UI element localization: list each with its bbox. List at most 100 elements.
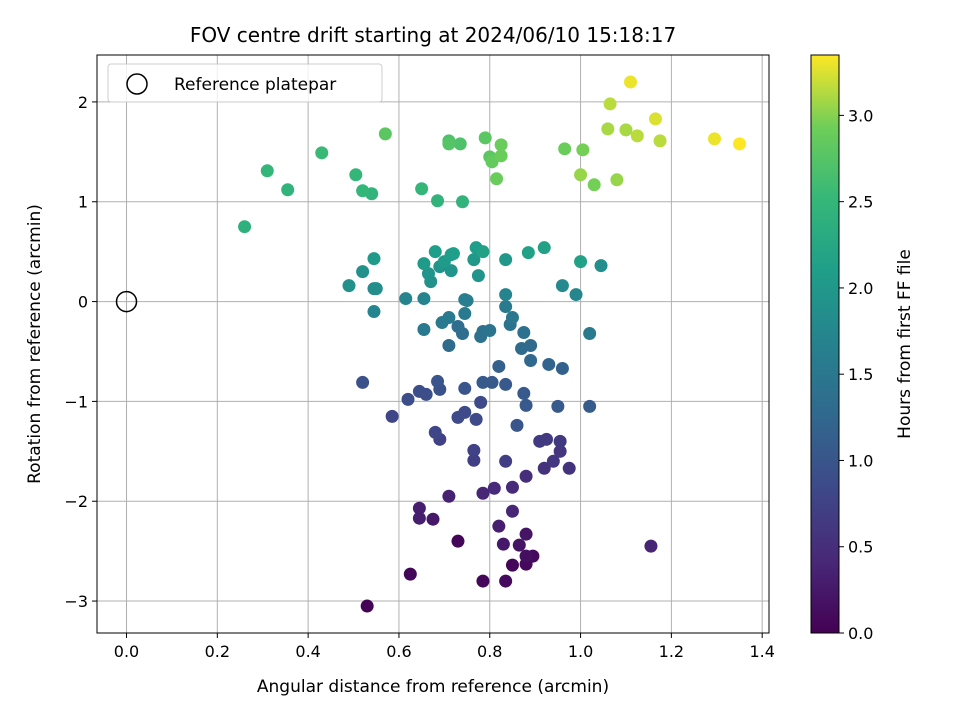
scatter-point [435, 316, 449, 330]
scatter-point [732, 137, 746, 151]
scatter-point [403, 567, 417, 581]
scatter-point [601, 122, 615, 136]
scatter-point [521, 246, 535, 260]
scatter-point [367, 252, 381, 266]
scatter-point [496, 537, 510, 551]
colorbar: 0.0 0.5 1.0 1.5 2.0 2.5 3.0 Hours from first F… [810, 54, 915, 643]
scatter-point [485, 375, 499, 389]
scatter-point [415, 182, 429, 196]
y-tick-label: −2 [64, 492, 88, 511]
scatter-point [431, 194, 445, 208]
scatter-point [446, 247, 460, 261]
gridlines [97, 55, 769, 633]
scatter-point [610, 173, 624, 187]
scatter-point [426, 512, 440, 526]
scatter-point [458, 405, 472, 419]
scatter-point [467, 443, 481, 457]
x-tick-label: 0.8 [477, 642, 502, 661]
colorbar-label: Hours from first FF file [895, 249, 915, 439]
scatter-point [369, 282, 383, 296]
scatter-point [471, 269, 485, 283]
scatter-point [401, 392, 415, 406]
scatter-point [476, 375, 490, 389]
colorbar-tick-label: 2.5 [848, 193, 873, 212]
scatter-point [281, 183, 295, 197]
x-tick-label: 0.0 [114, 642, 139, 661]
scatter-point [499, 288, 513, 302]
scatter-point [442, 338, 456, 352]
scatter-point [442, 137, 456, 151]
scatter-point [490, 172, 504, 186]
scatter-point [458, 293, 472, 307]
scatter-point [492, 359, 506, 373]
scatter-point [524, 338, 538, 352]
colorbar-tick-label: 1.0 [848, 451, 873, 470]
reference-platepar-marker [115, 290, 138, 313]
scatter-point [399, 292, 413, 306]
scatter-point [431, 374, 445, 388]
scatter-point [583, 327, 597, 341]
scatter-point [587, 178, 601, 192]
scatter-point [385, 409, 399, 423]
scatter-point [519, 527, 533, 541]
scatter-point [499, 574, 513, 588]
scatter-point [505, 504, 519, 518]
scatter-point [519, 398, 533, 412]
scatter-point [519, 469, 533, 483]
scatter-point [428, 245, 442, 259]
scatter-point [412, 501, 426, 515]
y-axis-ticks: −3 −2 −1 0 1 2 [64, 93, 97, 611]
scatter-points [238, 75, 746, 613]
scatter-point [419, 387, 433, 401]
x-axis-ticks: 0.0 0.2 0.4 0.6 0.8 1.0 1.2 1.4 [114, 633, 775, 661]
scatter-point [417, 292, 431, 306]
scatter-point [583, 399, 597, 413]
y-tick-label: −1 [64, 392, 88, 411]
legend-entry-label: Reference platepar [174, 75, 336, 95]
scatter-point [499, 300, 513, 314]
scatter-point [492, 519, 506, 533]
scatter-point [648, 112, 662, 126]
scatter-point [537, 241, 551, 255]
scatter-point [574, 168, 588, 182]
scatter-point [238, 220, 252, 234]
colorbar-ticks: 0.0 0.5 1.0 1.5 2.0 2.5 3.0 [839, 106, 873, 643]
x-tick-label: 1.2 [659, 642, 684, 661]
scatter-point [356, 265, 370, 279]
scatter-point [467, 453, 481, 467]
x-tick-label: 1.0 [568, 642, 593, 661]
scatter-point [533, 434, 547, 448]
colorbar-tick-label: 1.5 [848, 365, 873, 384]
scatter-point [551, 399, 565, 413]
y-tick-label: 2 [78, 93, 88, 112]
y-tick-label: 0 [78, 293, 88, 312]
scatter-point [555, 279, 569, 293]
scatter-point [356, 184, 370, 198]
chart-title: FOV centre drift starting at 2024/06/10 … [190, 23, 676, 47]
scatter-point [476, 486, 490, 500]
scatter-point [512, 538, 526, 552]
scatter-point [562, 461, 576, 475]
colorbar-gradient [810, 54, 840, 634]
scatter-point [510, 418, 524, 432]
scatter-point [412, 511, 426, 525]
x-tick-label: 0.2 [205, 642, 230, 661]
scatter-point [555, 361, 569, 375]
colorbar-tick-label: 0.0 [848, 624, 873, 643]
scatter-point [546, 454, 560, 468]
scatter-point [505, 480, 519, 494]
scatter-point [428, 425, 442, 439]
scatter-point [360, 599, 374, 613]
x-tick-label: 0.4 [295, 642, 320, 661]
scatter-point [483, 324, 497, 338]
scatter-point [524, 353, 538, 367]
scatter-point [542, 357, 556, 371]
scatter-point [315, 146, 329, 160]
scatter-point [469, 412, 483, 426]
scatter-point [467, 253, 481, 267]
scatter-point [505, 311, 519, 325]
scatter-point [537, 461, 551, 475]
scatter-point [558, 142, 572, 156]
scatter-point [476, 574, 490, 588]
